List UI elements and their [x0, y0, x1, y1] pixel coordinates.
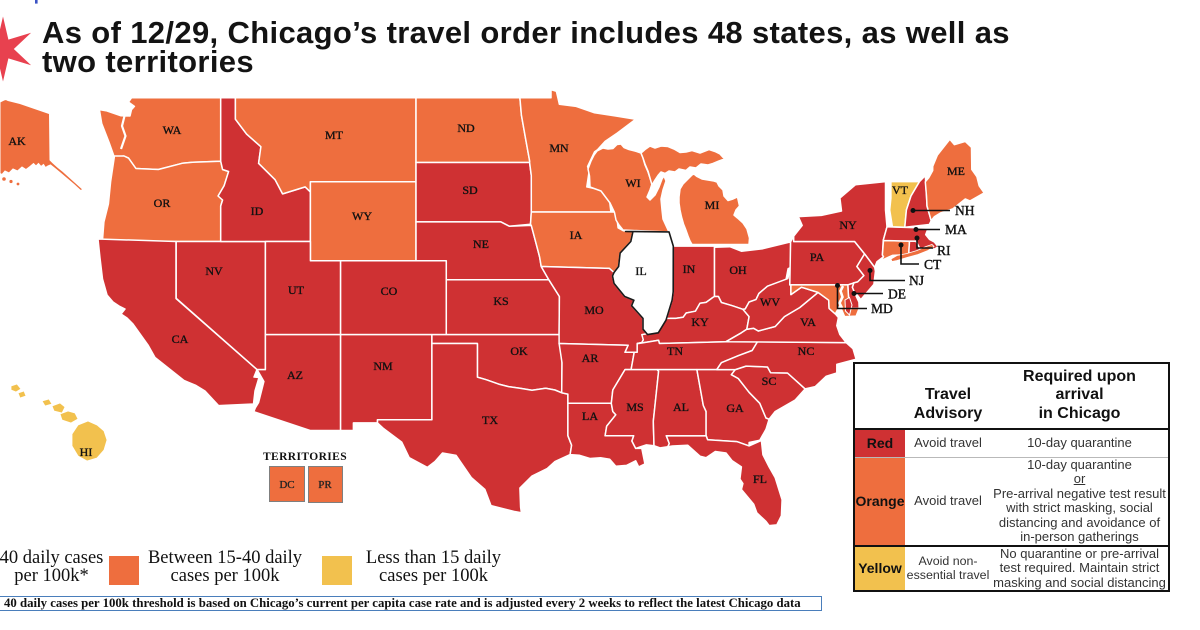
svg-text:DC: DC: [279, 479, 294, 491]
svg-text:FL: FL: [753, 472, 767, 486]
svg-text:MD: MD: [871, 301, 893, 316]
svg-text:PR: PR: [318, 479, 332, 491]
svg-text:AZ: AZ: [287, 368, 303, 382]
svg-text:AK: AK: [8, 134, 26, 148]
svg-text:IL: IL: [635, 264, 646, 278]
svg-text:NC: NC: [798, 344, 815, 358]
svg-text:MA: MA: [945, 222, 967, 237]
svg-text:AR: AR: [582, 351, 599, 365]
svg-text:WA: WA: [163, 123, 182, 137]
svg-text:MI: MI: [705, 198, 720, 212]
svg-text:WY: WY: [352, 209, 372, 223]
svg-text:MS: MS: [626, 400, 643, 414]
svg-text:VA: VA: [800, 315, 816, 329]
svg-text:ID: ID: [251, 204, 264, 218]
svg-text:UT: UT: [288, 283, 305, 297]
svg-text:TERRITORIES: TERRITORIES: [263, 451, 347, 463]
svg-text:NY: NY: [839, 218, 857, 232]
svg-text:AL: AL: [673, 400, 689, 414]
svg-text:SD: SD: [462, 183, 478, 197]
svg-text:IA: IA: [570, 228, 583, 242]
svg-text:SC: SC: [762, 374, 777, 388]
svg-text:IN: IN: [683, 262, 696, 276]
svg-text:CO: CO: [381, 284, 398, 298]
svg-text:MT: MT: [325, 128, 344, 142]
svg-text:KY: KY: [691, 315, 709, 329]
svg-text:OH: OH: [729, 263, 747, 277]
svg-text:TN: TN: [667, 344, 683, 358]
svg-text:NM: NM: [373, 359, 393, 373]
svg-text:GA: GA: [726, 401, 744, 415]
svg-text:PA: PA: [810, 250, 825, 264]
svg-text:CA: CA: [172, 332, 189, 346]
svg-text:NE: NE: [473, 237, 489, 251]
svg-text:VT: VT: [892, 183, 909, 197]
svg-text:WI: WI: [625, 176, 640, 190]
svg-text:NJ: NJ: [909, 273, 924, 288]
svg-text:OK: OK: [510, 344, 528, 358]
svg-text:ME: ME: [947, 164, 965, 178]
svg-text:MN: MN: [549, 141, 569, 155]
svg-text:OR: OR: [154, 196, 171, 210]
svg-text:HI: HI: [80, 445, 93, 459]
svg-text:TX: TX: [482, 413, 498, 427]
svg-text:RI: RI: [937, 243, 951, 258]
svg-text:KS: KS: [493, 294, 508, 308]
svg-text:NH: NH: [955, 203, 975, 218]
svg-text:MO: MO: [584, 303, 604, 317]
svg-text:ND: ND: [457, 121, 475, 135]
svg-text:WV: WV: [760, 295, 780, 309]
svg-text:LA: LA: [582, 409, 598, 423]
svg-text:CT: CT: [924, 257, 942, 272]
svg-text:DE: DE: [888, 287, 906, 302]
svg-text:NV: NV: [205, 264, 223, 278]
